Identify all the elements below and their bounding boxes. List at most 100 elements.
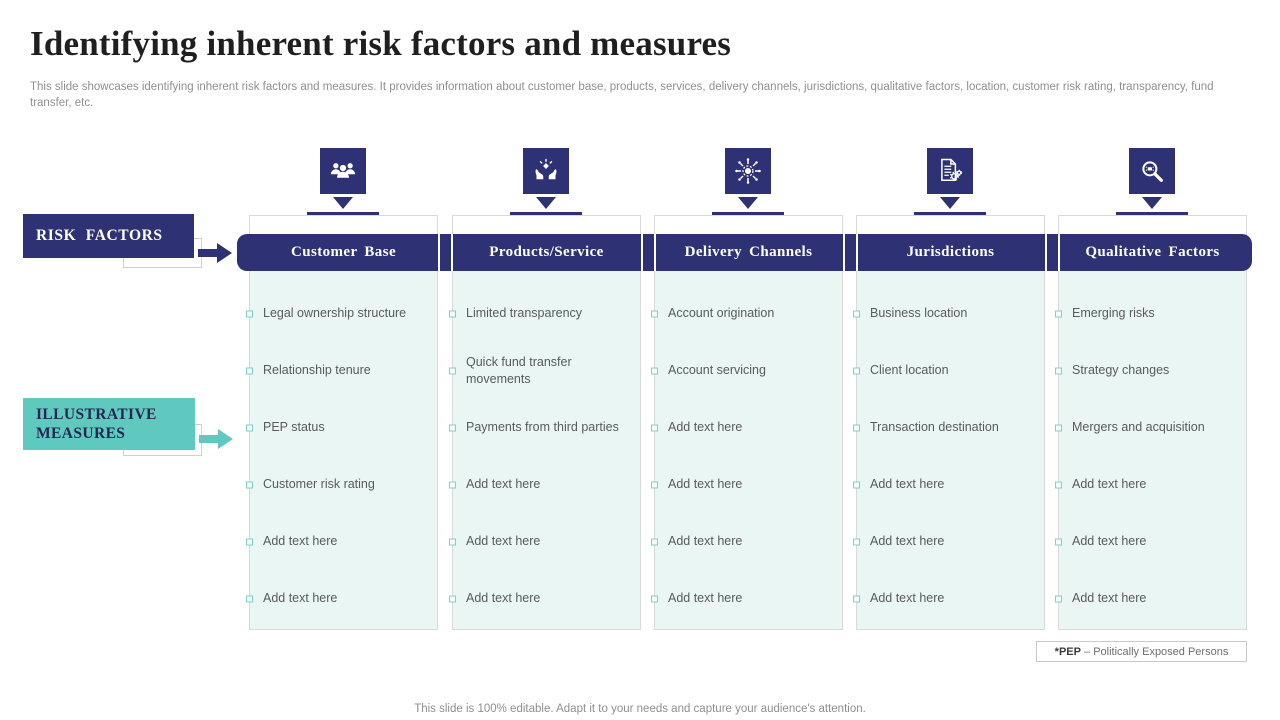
- list-item[interactable]: Business location: [853, 285, 1044, 342]
- list-item[interactable]: Add text here: [651, 570, 842, 627]
- list-item[interactable]: Emerging risks: [1055, 285, 1246, 342]
- list-item[interactable]: Account origination: [651, 285, 842, 342]
- list-item[interactable]: Transaction destination: [853, 399, 1044, 456]
- column-customer-base: Legal ownership structure Relationship t…: [246, 215, 438, 630]
- right-arrow-icon: [199, 429, 233, 449]
- list-item[interactable]: Add text here: [853, 456, 1044, 513]
- header-separator: [451, 234, 453, 271]
- header-separator: [438, 234, 440, 271]
- header-jurisdictions: Jurisdictions: [906, 244, 995, 260]
- header-separator: [641, 234, 643, 271]
- pep-footnote: *PEP – Politically Exposed Persons: [1036, 641, 1247, 662]
- header-products-service: Products/Service: [489, 244, 604, 260]
- header-qualitative-factors: Qualitative Factors: [1085, 244, 1220, 260]
- column-accent-bar: [914, 212, 986, 217]
- square-bullet-icon: [449, 538, 456, 545]
- list-item[interactable]: Mergers and acquisition: [1055, 399, 1246, 456]
- square-bullet-icon: [1055, 310, 1062, 317]
- square-bullet-icon: [449, 595, 456, 602]
- list-item[interactable]: Add text here: [1055, 570, 1246, 627]
- square-bullet-icon: [246, 424, 253, 431]
- header-delivery-channels: Delivery Channels: [684, 244, 813, 260]
- header-separator: [856, 234, 858, 271]
- down-pointer-icon: [536, 197, 556, 209]
- item-label: Payments from third parties: [466, 420, 619, 434]
- down-pointer-icon: [940, 197, 960, 209]
- list-item[interactable]: Account servicing: [651, 342, 842, 399]
- list-item[interactable]: Add text here: [246, 513, 437, 570]
- item-label: Strategy changes: [1072, 363, 1170, 377]
- square-bullet-icon: [651, 310, 658, 317]
- list-item[interactable]: Relationship tenure: [246, 342, 437, 399]
- jurisdictions-icon-box: [927, 148, 973, 194]
- list-item[interactable]: Add text here: [853, 513, 1044, 570]
- list-item[interactable]: Legal ownership structure: [246, 285, 437, 342]
- item-label: Add text here: [1072, 477, 1147, 491]
- document-gear-icon: [941, 158, 963, 181]
- column-items: Emerging risks Strategy changes Mergers …: [1055, 271, 1246, 629]
- products-service-icon-box: [523, 148, 569, 194]
- list-item[interactable]: Payments from third parties: [449, 399, 640, 456]
- pep-definition: – Politically Exposed Persons: [1080, 645, 1229, 658]
- header-customer-base: Customer Base: [291, 244, 396, 260]
- list-item[interactable]: Add text here: [1055, 456, 1246, 513]
- customer-base-icon-box: [320, 148, 366, 194]
- square-bullet-icon: [853, 481, 860, 488]
- list-item[interactable]: Add text here: [449, 456, 640, 513]
- square-bullet-icon: [449, 424, 456, 431]
- delivery-channels-icon-box: [725, 148, 771, 194]
- square-bullet-icon: [853, 538, 860, 545]
- column-jurisdictions: Business location Client location Transa…: [853, 215, 1045, 630]
- list-item[interactable]: Add text here: [651, 456, 842, 513]
- list-item[interactable]: Add text here: [449, 570, 640, 627]
- square-bullet-icon: [246, 481, 253, 488]
- square-bullet-icon: [1055, 538, 1062, 545]
- item-label: Transaction destination: [870, 420, 999, 434]
- square-bullet-icon: [246, 310, 253, 317]
- column-accent-bar: [1116, 212, 1188, 217]
- item-label: Add text here: [668, 591, 743, 605]
- item-label: Add text here: [466, 591, 541, 605]
- list-item[interactable]: Quick fund transfer movements: [449, 342, 640, 399]
- square-bullet-icon: [651, 367, 658, 374]
- list-item[interactable]: Client location: [853, 342, 1044, 399]
- list-item[interactable]: Add text here: [449, 513, 640, 570]
- column-accent-bar: [712, 212, 784, 217]
- right-arrow-icon: [198, 243, 232, 263]
- list-item[interactable]: Customer risk rating: [246, 456, 437, 513]
- qualitative-factors-icon-box: [1129, 148, 1175, 194]
- illustrative-measures-label: ILLUSTRATIVE MEASURES: [23, 398, 195, 450]
- list-item[interactable]: Add text here: [651, 399, 842, 456]
- column-products-service: Limited transparency Quick fund transfer…: [449, 215, 641, 630]
- square-bullet-icon: [1055, 481, 1062, 488]
- down-pointer-icon: [1142, 197, 1162, 209]
- item-label: Limited transparency: [466, 306, 583, 320]
- item-label: Add text here: [1072, 591, 1147, 605]
- column-delivery-channels: Account origination Account servicing Ad…: [651, 215, 843, 630]
- list-item[interactable]: Add text here: [1055, 513, 1246, 570]
- item-label: Relationship tenure: [263, 363, 371, 377]
- list-item[interactable]: Limited transparency: [449, 285, 640, 342]
- list-item[interactable]: Add text here: [246, 570, 437, 627]
- item-label: Add text here: [1072, 534, 1147, 548]
- editable-note: This slide is 100% editable. Adapt it to…: [414, 703, 866, 715]
- item-label: Add text here: [466, 477, 541, 491]
- list-item[interactable]: Add text here: [651, 513, 842, 570]
- caring-hands-icon: [535, 158, 557, 180]
- list-item[interactable]: Strategy changes: [1055, 342, 1246, 399]
- column-items: Business location Client location Transa…: [853, 271, 1044, 629]
- item-label: Emerging risks: [1072, 306, 1155, 320]
- list-item[interactable]: Add text here: [853, 570, 1044, 627]
- square-bullet-icon: [449, 367, 456, 374]
- item-label: Add text here: [263, 534, 338, 548]
- square-bullet-icon: [853, 367, 860, 374]
- item-label: Add text here: [668, 477, 743, 491]
- page-title: Identifying inherent risk factors and me…: [30, 24, 732, 63]
- square-bullet-icon: [1055, 595, 1062, 602]
- item-label: Legal ownership structure: [263, 306, 407, 320]
- square-bullet-icon: [246, 367, 253, 374]
- item-label: Business location: [870, 306, 968, 320]
- item-label: Add text here: [668, 420, 743, 434]
- list-item[interactable]: PEP status: [246, 399, 437, 456]
